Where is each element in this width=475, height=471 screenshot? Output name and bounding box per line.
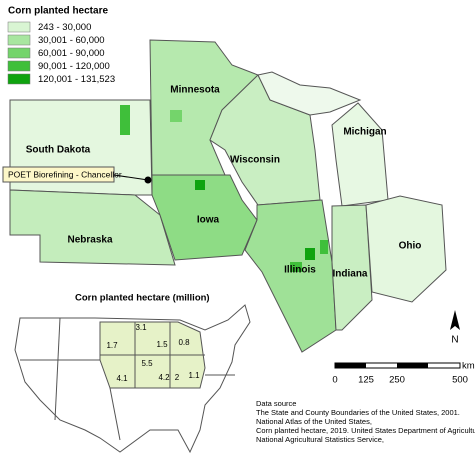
scale-bar-seg bbox=[335, 363, 366, 368]
scale-bar bbox=[334, 362, 461, 369]
legend-swatch bbox=[7, 60, 31, 72]
inset-value: 1.7 bbox=[106, 341, 118, 350]
county bbox=[290, 262, 302, 272]
scale-bar-seg bbox=[397, 363, 428, 368]
illinois bbox=[244, 199, 337, 353]
north-arrow bbox=[450, 310, 460, 330]
scale-label: 500 bbox=[452, 375, 468, 386]
county bbox=[320, 240, 328, 254]
inset-value: 2 bbox=[175, 373, 180, 382]
source-line: National Atlas of the United States, bbox=[256, 417, 372, 426]
legend-swatch bbox=[7, 73, 31, 85]
north-label: N bbox=[451, 335, 458, 346]
state-label: Minnesota bbox=[170, 85, 220, 96]
michigan-upper bbox=[257, 71, 362, 116]
county bbox=[170, 110, 182, 122]
scale-label: 125 bbox=[358, 375, 374, 386]
scale-unit: km bbox=[462, 361, 475, 372]
county bbox=[120, 105, 130, 135]
source-line: Corn planted hectare, 2019. United State… bbox=[256, 426, 475, 435]
source-line: The State and County Boundaries of the U… bbox=[256, 408, 460, 417]
state-label: Michigan bbox=[343, 127, 386, 138]
state-shapes bbox=[9, 39, 447, 353]
state-label: Wisconsin bbox=[230, 155, 280, 166]
legend-label: 120,001 - 131,523 bbox=[38, 74, 115, 85]
inset-value: 4.1 bbox=[116, 374, 128, 383]
inset-border bbox=[109, 387, 121, 441]
marker-leader bbox=[113, 174, 149, 181]
ohio bbox=[365, 195, 447, 303]
indiana bbox=[331, 204, 373, 331]
state-label: Nebraska bbox=[67, 235, 112, 246]
inset-value: 1.1 bbox=[188, 371, 200, 380]
source-line: Data source bbox=[256, 399, 296, 408]
inset-value: 4.2 bbox=[158, 373, 170, 382]
legend-label: 30,001 - 60,000 bbox=[38, 35, 105, 46]
legend-swatch bbox=[7, 21, 31, 33]
inset-value: 0.8 bbox=[178, 338, 190, 347]
inset-value: 5.5 bbox=[141, 359, 153, 368]
michigan-lower bbox=[331, 102, 389, 207]
hot-spots bbox=[120, 105, 328, 272]
inset-title: Corn planted hectare (million) bbox=[75, 293, 210, 304]
state-label: South Dakota bbox=[26, 145, 91, 156]
inset-border bbox=[54, 317, 61, 421]
legend-title: Corn planted hectare bbox=[8, 6, 108, 17]
state-label: Indiana bbox=[332, 269, 367, 280]
county bbox=[305, 248, 315, 260]
inset-map bbox=[14, 304, 251, 454]
inset-value: 3.1 bbox=[135, 323, 147, 332]
nebraska bbox=[9, 189, 176, 266]
inset-value: 1.5 bbox=[156, 340, 168, 349]
legend-swatch bbox=[7, 34, 31, 46]
state-label: Ohio bbox=[399, 241, 422, 252]
legend-swatch bbox=[7, 47, 31, 59]
legend-label: 90,001 - 120,000 bbox=[38, 61, 110, 72]
marker-box bbox=[2, 166, 115, 183]
legend-label: 60,001 - 90,000 bbox=[38, 48, 105, 59]
source-line: National Agricultural Statistics Service… bbox=[256, 435, 384, 444]
state-label: Iowa bbox=[197, 215, 220, 226]
marker-label: POET Biorefining - Chancellor bbox=[8, 169, 122, 179]
county bbox=[195, 180, 205, 190]
iowa bbox=[151, 174, 258, 261]
marker-point bbox=[144, 176, 152, 184]
legend-label: 243 - 30,000 bbox=[38, 22, 91, 33]
scale-label: 0 bbox=[332, 375, 337, 386]
scale-label: 250 bbox=[389, 375, 405, 386]
state-label: Illinois bbox=[284, 265, 316, 276]
